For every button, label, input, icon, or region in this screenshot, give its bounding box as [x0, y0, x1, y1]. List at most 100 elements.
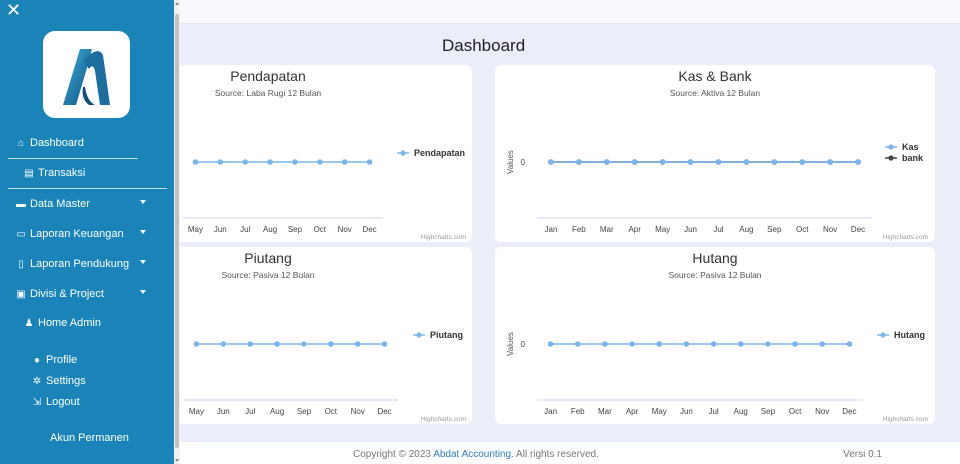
data-point[interactable] — [602, 341, 608, 347]
data-point[interactable] — [366, 159, 373, 165]
data-point[interactable] — [328, 341, 334, 347]
sidebar-item-akun-permanen[interactable]: Akun Permanen — [50, 423, 150, 453]
data-point[interactable] — [710, 341, 717, 347]
sidebar: ✕ ⌂ Dashboard ▤ Transaksi — [0, 0, 180, 464]
data-point[interactable] — [574, 341, 581, 347]
data-point[interactable] — [354, 341, 361, 347]
chart-subtitle: Source: Pasiva 12 Bulan — [668, 270, 761, 280]
legend-marker — [400, 150, 406, 156]
data-point[interactable] — [220, 341, 227, 347]
data-point[interactable] — [629, 341, 635, 347]
x-tick-label: Mar — [598, 407, 612, 416]
data-point[interactable] — [792, 341, 798, 347]
x-tick-label: Nov — [351, 407, 365, 416]
chart-subtitle: Source: Pasiva 12 Bulan — [221, 270, 314, 280]
data-point[interactable] — [274, 341, 280, 347]
data-point[interactable] — [381, 341, 388, 347]
data-point[interactable] — [771, 159, 778, 165]
legend-item[interactable]: bank — [902, 153, 924, 163]
data-point[interactable] — [846, 341, 853, 347]
data-point[interactable] — [743, 159, 750, 165]
x-tick-label: May — [189, 407, 204, 416]
data-point[interactable] — [603, 159, 610, 165]
x-tick-label: Jul — [713, 225, 723, 234]
x-tick-label: Jun — [680, 407, 693, 416]
sidebar-item-home-admin[interactable]: ♟ Home Admin — [22, 308, 189, 338]
x-tick-label: Apr — [628, 225, 641, 234]
data-point[interactable] — [193, 341, 200, 347]
data-point[interactable] — [799, 159, 806, 165]
sidebar-item-profile[interactable]: ● Profile — [30, 345, 130, 375]
sidebar-item-laporan-keuangan[interactable]: ▭ Laporan Keuangan — [14, 219, 160, 249]
data-point[interactable] — [737, 341, 744, 347]
sidebar-item-settings[interactable]: ✲ Settings — [30, 366, 130, 396]
x-tick-label: Jul — [240, 225, 250, 234]
sidebar-item-transaksi[interactable]: ▤ Transaksi — [22, 158, 189, 188]
sidebar-item-data-master[interactable]: ▬ Data Master — [14, 189, 160, 219]
x-tick-label: Dec — [377, 407, 391, 416]
sidebar-item-label: Divisi & Project — [30, 288, 104, 300]
x-tick-label: May — [652, 407, 667, 416]
logo[interactable] — [43, 31, 130, 118]
scroll-down-icon[interactable] — [175, 459, 179, 462]
close-icon[interactable]: ✕ — [6, 0, 22, 20]
sidebar-scrollbar[interactable] — [174, 0, 180, 464]
brand-link[interactable]: Abdat Accounting — [433, 449, 512, 460]
x-tick-label: Jan — [545, 225, 558, 234]
chevron-down-icon — [140, 260, 146, 264]
data-point[interactable] — [683, 341, 690, 347]
data-point[interactable] — [827, 159, 833, 165]
scroll-up-icon[interactable] — [175, 2, 179, 5]
x-tick-label: Aug — [734, 407, 748, 416]
x-tick-label: Aug — [270, 407, 284, 416]
legend-item[interactable]: Kas — [902, 142, 919, 152]
chart-credit[interactable]: Highcharts.com — [421, 234, 466, 241]
data-point[interactable] — [819, 341, 826, 347]
data-point[interactable] — [576, 159, 582, 165]
sidebar-item-divisi-project[interactable]: ▣ Divisi & Project — [14, 279, 160, 309]
legend-item[interactable]: Pendapatan — [414, 148, 465, 158]
page-title: Dashboard — [442, 36, 526, 55]
chart-credit[interactable]: Highcharts.com — [421, 416, 466, 423]
chart-title: Kas & Bank — [678, 68, 752, 84]
data-point[interactable] — [301, 341, 307, 347]
copyright-suffix: . All rights reserved. — [511, 449, 599, 460]
data-point[interactable] — [765, 341, 771, 347]
data-point[interactable] — [548, 159, 554, 165]
x-tick-label: Jun — [684, 225, 697, 234]
sidebar-item-label: Akun Permanen — [50, 432, 129, 444]
data-point[interactable] — [656, 341, 663, 347]
chart-credit[interactable]: Highcharts.com — [883, 416, 928, 423]
data-point[interactable] — [242, 159, 248, 165]
sidebar-item-logout[interactable]: ⇲ Logout — [30, 387, 130, 417]
scrollbar-thumb[interactable] — [175, 14, 179, 448]
data-point[interactable] — [292, 159, 298, 165]
data-point[interactable] — [855, 159, 861, 165]
data-point[interactable] — [217, 159, 224, 165]
clipboard-icon: ▯ — [18, 258, 24, 270]
chart-credit[interactable]: Highcharts.com — [883, 234, 928, 241]
data-point[interactable] — [267, 159, 273, 165]
data-point[interactable] — [547, 341, 554, 347]
sidebar-item-dashboard[interactable]: ⌂ Dashboard — [14, 128, 138, 158]
data-point[interactable] — [341, 159, 348, 165]
x-tick-label: May — [188, 225, 203, 234]
data-point[interactable] — [317, 159, 323, 165]
x-tick-label: Jun — [214, 225, 227, 234]
data-point[interactable] — [715, 159, 722, 165]
divider — [8, 158, 138, 159]
x-tick-label: Feb — [571, 407, 585, 416]
legend-item[interactable]: Hutang — [894, 330, 925, 340]
home-icon: ⌂ — [17, 137, 25, 149]
data-point[interactable] — [687, 159, 694, 165]
copyright: Copyright © 2023 Abdat Accounting. All r… — [353, 449, 599, 460]
data-point[interactable] — [659, 159, 666, 165]
x-tick-label: Mar — [600, 225, 614, 234]
data-point[interactable] — [192, 159, 199, 165]
legend-item[interactable]: Piutang — [430, 330, 463, 340]
sidebar-item-laporan-pendukung[interactable]: ▯ Laporan Pendukung — [14, 249, 160, 279]
chart-subtitle: Source: Laba Rugi 12 Bulan — [215, 88, 322, 98]
data-point[interactable] — [247, 341, 253, 347]
legend-marker — [880, 332, 886, 338]
data-point[interactable] — [631, 159, 638, 165]
